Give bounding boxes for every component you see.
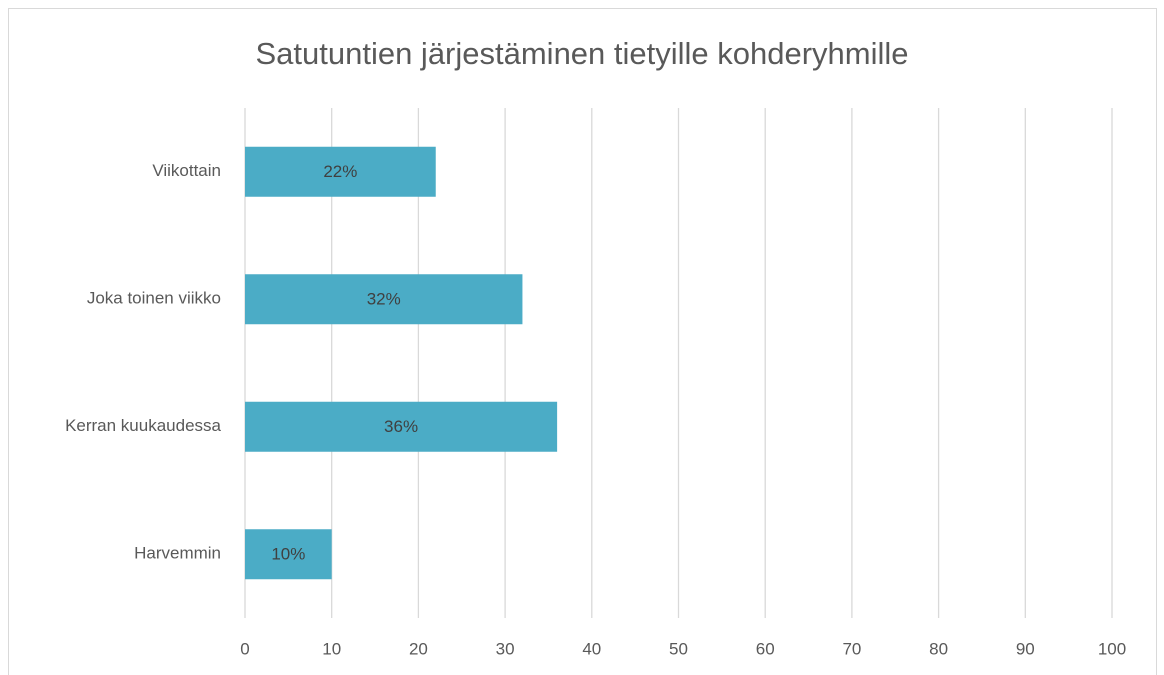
x-tick-label: 30: [496, 639, 515, 658]
x-tick-label: 80: [929, 639, 948, 658]
data-label: 10%: [271, 545, 305, 564]
x-tick-label: 100: [1098, 639, 1126, 658]
y-tick-label: Kerran kuukaudessa: [65, 416, 221, 435]
bar: [245, 274, 523, 325]
x-tick-label: 50: [669, 639, 688, 658]
data-label: 36%: [384, 417, 418, 436]
x-tick-label: 90: [1016, 639, 1035, 658]
y-tick-label: Viikottain: [152, 161, 221, 180]
chart-title: Satutuntien järjestäminen tietyille kohd…: [255, 36, 908, 71]
x-tick-label: 0: [240, 639, 249, 658]
x-tick-label: 20: [409, 639, 428, 658]
x-tick-label: 10: [322, 639, 341, 658]
x-tick-label: 70: [842, 639, 861, 658]
bar: [245, 146, 436, 197]
y-tick-label: Joka toinen viikko: [87, 289, 221, 308]
bar: [245, 529, 332, 580]
bar: [245, 401, 558, 452]
y-tick-label: Harvemmin: [134, 544, 221, 563]
data-label: 22%: [323, 162, 357, 181]
x-tick-label: 40: [582, 639, 601, 658]
chart-border: [8, 8, 1157, 675]
data-label: 32%: [367, 290, 401, 309]
x-tick-label: 60: [756, 639, 775, 658]
